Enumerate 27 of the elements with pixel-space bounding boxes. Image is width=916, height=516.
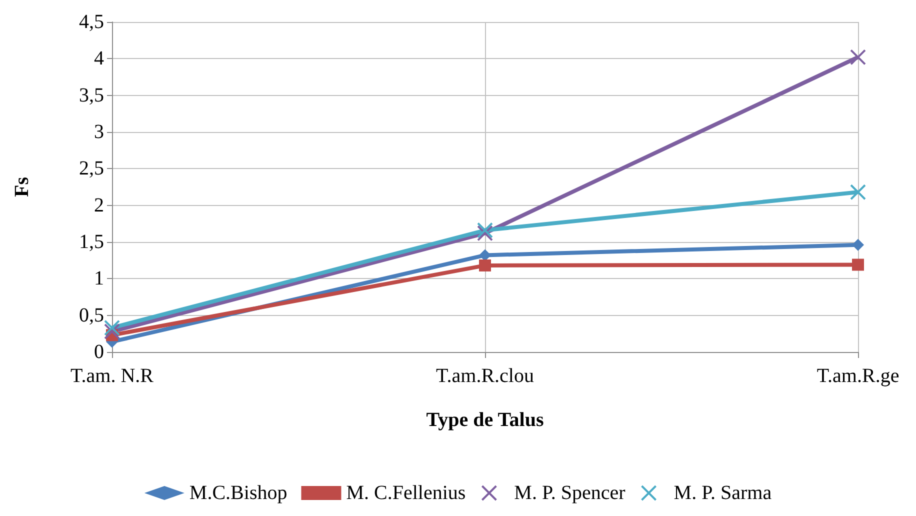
point xyxy=(850,184,866,200)
y-tick-label: 4,5 xyxy=(79,11,104,33)
legend-label: M.C.Bishop xyxy=(189,482,288,504)
point xyxy=(104,323,120,340)
y-tick-label: 0 xyxy=(94,341,104,363)
y-axis-title: Fs xyxy=(11,176,33,197)
legend-label: M. P. Spencer xyxy=(514,482,626,504)
y-tick-label: 1,5 xyxy=(79,231,104,253)
legend-label: M. P. Sarma xyxy=(674,482,772,504)
y-tick-label: 2,5 xyxy=(79,158,104,180)
point xyxy=(477,225,493,242)
y-tick-label: 0,5 xyxy=(79,304,104,326)
point xyxy=(104,320,120,336)
point xyxy=(852,258,864,271)
point xyxy=(479,259,491,272)
x-axis-title: Type de Talus xyxy=(426,409,544,431)
legend-label: M. C.Fellenius xyxy=(346,482,466,504)
y-tick-label: 3 xyxy=(94,121,104,143)
point xyxy=(477,222,493,238)
x-tick-label: T.am.R.ge xyxy=(816,365,900,387)
point xyxy=(850,49,866,66)
y-tick-label: 1 xyxy=(94,268,104,290)
y-tick-label: 4 xyxy=(94,48,104,70)
x-tick-label: T.am.R.clou xyxy=(436,365,534,387)
x-tick-label: T.am. N.R xyxy=(70,365,154,387)
y-tick-label: 3,5 xyxy=(79,84,104,106)
y-tick-label: 2 xyxy=(94,194,104,216)
